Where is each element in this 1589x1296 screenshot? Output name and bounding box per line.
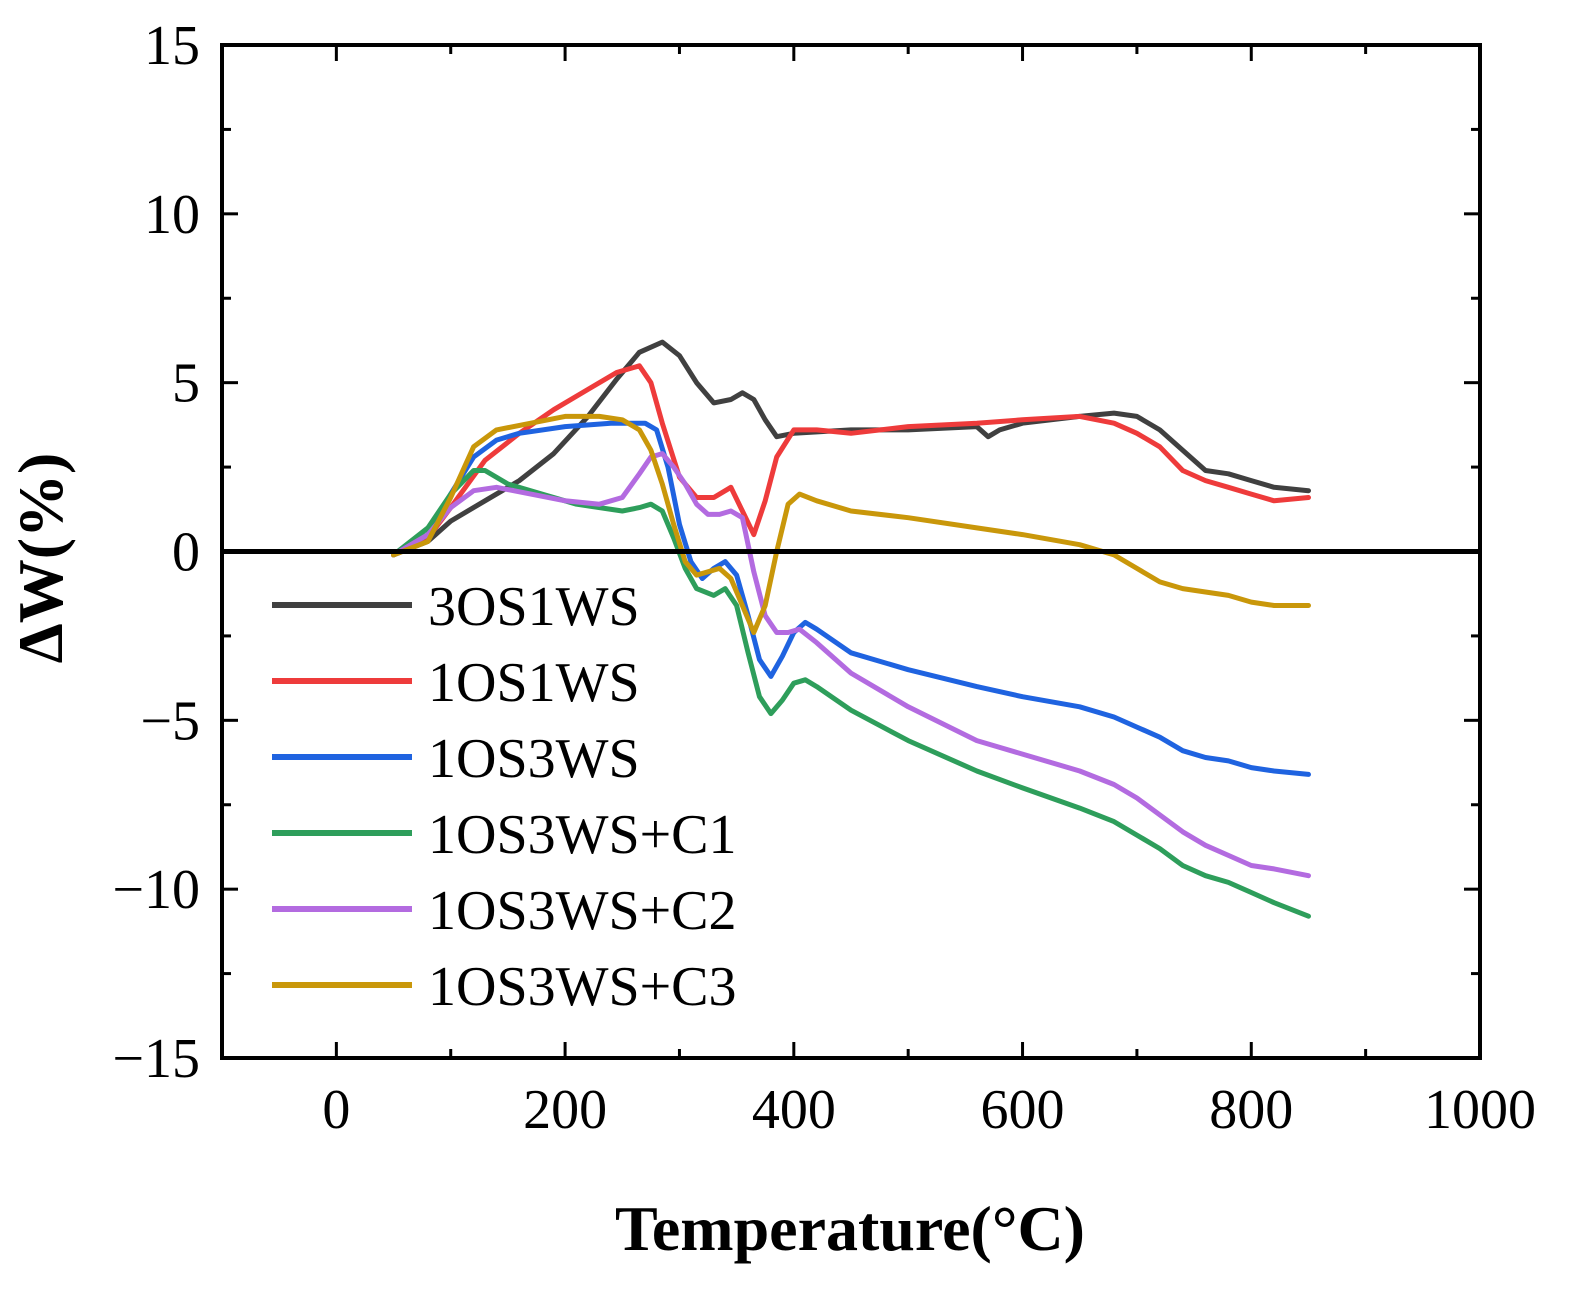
series-line-6 bbox=[391, 413, 1311, 635]
x-axis-title: Temperature(°C) bbox=[615, 1193, 1085, 1264]
y-tick-label: −15 bbox=[112, 1028, 200, 1090]
legend-label-4: 1OS3WS+C1 bbox=[428, 804, 737, 866]
y-tick-label: 15 bbox=[144, 15, 200, 77]
legend-label-2: 1OS1WS bbox=[428, 652, 640, 714]
y-tick-label: 0 bbox=[172, 522, 200, 584]
y-tick-label: 5 bbox=[172, 353, 200, 415]
legend-label-1: 3OS1WS bbox=[428, 576, 640, 638]
series-line-3 bbox=[391, 420, 1311, 777]
x-tick-label: 200 bbox=[523, 1079, 607, 1141]
legend: 3OS1WS 1OS1WS 1OS3WS 1OS3WS+C1 1OS3WS+C2 1OS3… bbox=[272, 576, 737, 1018]
x-tick-label: 600 bbox=[981, 1079, 1065, 1141]
series-line-1 bbox=[391, 339, 1311, 558]
x-tick-label: 0 bbox=[322, 1079, 350, 1141]
y-axis-title: ΔW(%) bbox=[5, 453, 76, 664]
x-tick-label: 1000 bbox=[1424, 1079, 1536, 1141]
y-tick-label: −10 bbox=[112, 859, 200, 921]
y-tick-label: 10 bbox=[144, 184, 200, 246]
legend-label-5: 1OS3WS+C2 bbox=[428, 880, 737, 942]
tick-layer: 0 200 400 600 800 1000 −15 −10 −5 0 5 10 15 bbox=[112, 15, 1536, 1141]
series-line-5 bbox=[391, 451, 1311, 879]
series-line-2 bbox=[391, 363, 1311, 558]
x-tick-label: 400 bbox=[752, 1079, 836, 1141]
legend-label-6: 1OS3WS+C3 bbox=[428, 956, 737, 1018]
y-tick-label: −5 bbox=[140, 690, 200, 752]
legend-label-3: 1OS3WS bbox=[428, 728, 640, 790]
series-layer bbox=[391, 339, 1311, 919]
x-tick-label: 800 bbox=[1209, 1079, 1293, 1141]
